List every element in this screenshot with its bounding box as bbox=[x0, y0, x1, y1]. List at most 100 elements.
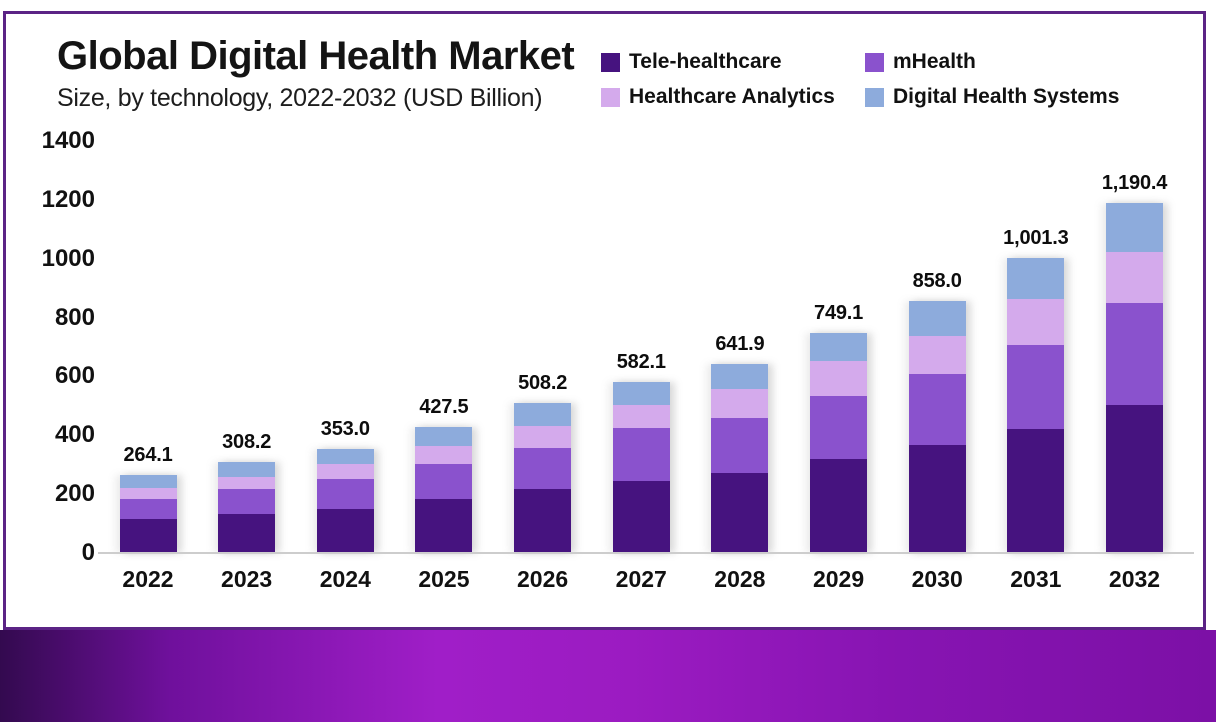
legend-label: mHealth bbox=[893, 50, 976, 73]
legend-label: Digital Health Systems bbox=[893, 85, 1120, 108]
x-axis-label: 2026 bbox=[517, 566, 569, 592]
bar-segment bbox=[316, 463, 374, 479]
stacked-bar-2023 bbox=[218, 462, 276, 553]
stacked-bar-2025 bbox=[415, 427, 473, 553]
bar-segment bbox=[218, 514, 276, 553]
bar-segment bbox=[711, 417, 769, 473]
x-axis-line bbox=[98, 552, 1194, 554]
chart-legend: Tele-healthcare mHealth Healthcare Analyti… bbox=[601, 50, 1119, 109]
x-axis-label: 2029 bbox=[812, 566, 865, 592]
bar-segment bbox=[908, 373, 966, 446]
stacked-bar-2028 bbox=[711, 364, 769, 553]
bar-segment bbox=[810, 361, 868, 396]
y-axis-tick-label: 1400 bbox=[41, 127, 95, 154]
bar-segment bbox=[316, 478, 374, 509]
legend-swatch bbox=[601, 52, 620, 72]
bar-total-label: 1,001.3 bbox=[1003, 227, 1069, 250]
stacked-bar-2032 bbox=[1106, 202, 1163, 553]
y-axis-tick-label: 800 bbox=[54, 303, 95, 331]
stacked-bar-2024 bbox=[316, 449, 374, 553]
bar-segment bbox=[415, 427, 473, 447]
legend-item: Tele-healthcare bbox=[601, 50, 865, 74]
stacked-bar-2030 bbox=[908, 300, 966, 553]
x-axis-label: 2032 bbox=[1108, 566, 1161, 592]
bar-total-label: 1,190.4 bbox=[1101, 171, 1168, 194]
bar-segment bbox=[1106, 202, 1163, 252]
bar-segment bbox=[810, 459, 868, 553]
bar-total-label: 582.1 bbox=[616, 350, 666, 373]
bar-segment bbox=[1106, 251, 1163, 303]
bar-segment bbox=[711, 364, 769, 390]
x-axis-label: 2027 bbox=[615, 566, 667, 592]
bar-segment bbox=[612, 480, 670, 553]
bar-total-label: 641.9 bbox=[715, 333, 765, 356]
bar-segment bbox=[612, 427, 670, 481]
bar-total-label: 427.5 bbox=[419, 396, 469, 419]
bar-segment bbox=[316, 508, 374, 553]
bar-total-label: 508.2 bbox=[518, 372, 568, 395]
y-axis-tick-label: 200 bbox=[54, 480, 95, 508]
page-subtitle: Size, by technology, 2022-2032 (USD Bill… bbox=[57, 84, 543, 112]
page-title: Global Digital Health Market bbox=[57, 34, 575, 78]
bar-segment bbox=[810, 332, 868, 362]
x-axis-label: 2025 bbox=[418, 566, 470, 592]
bar-total-label: 264.1 bbox=[123, 444, 173, 467]
legend-item: Healthcare Analytics bbox=[601, 85, 865, 109]
x-axis-label: 2028 bbox=[714, 566, 766, 592]
bar-segment bbox=[218, 462, 276, 477]
bar-total-label: 353.0 bbox=[320, 418, 370, 441]
bar-segment bbox=[1007, 344, 1065, 429]
y-axis-tick-label: 400 bbox=[54, 421, 95, 449]
legend-swatch bbox=[865, 87, 884, 107]
y-axis-tick-label: 0 bbox=[81, 539, 95, 566]
bar-total-label: 749.1 bbox=[814, 301, 864, 324]
legend-item: mHealth bbox=[865, 50, 1119, 74]
bar-segment bbox=[119, 519, 177, 553]
bar-segment bbox=[711, 472, 769, 553]
bar-segment bbox=[218, 476, 276, 489]
y-axis-tick-label: 600 bbox=[54, 362, 95, 390]
bar-segment bbox=[119, 487, 177, 500]
bar-segment bbox=[514, 447, 572, 489]
bar-segment bbox=[514, 425, 572, 448]
bar-segment bbox=[908, 336, 966, 374]
chart-frame bbox=[3, 11, 1206, 630]
legend-label: Healthcare Analytics bbox=[629, 85, 835, 108]
legend-item: Digital Health Systems bbox=[865, 85, 1119, 109]
legend-label: Tele-healthcare bbox=[629, 50, 782, 73]
bar-segment bbox=[612, 381, 670, 406]
legend-swatch bbox=[865, 52, 884, 72]
bar-segment bbox=[1007, 258, 1065, 300]
x-axis-label: 2031 bbox=[1010, 566, 1062, 592]
y-axis-tick-label: 1000 bbox=[41, 244, 95, 272]
bar-segment bbox=[1007, 428, 1065, 553]
bar-segment bbox=[119, 475, 177, 488]
x-axis-label: 2030 bbox=[911, 566, 963, 592]
bar-segment bbox=[415, 446, 473, 464]
bar-total-label: 858.0 bbox=[912, 269, 962, 292]
bar-segment bbox=[316, 449, 374, 464]
stacked-bar-2027 bbox=[612, 381, 670, 553]
stacked-bar-2022 bbox=[119, 475, 177, 553]
bar-segment bbox=[711, 389, 769, 418]
bar-segment bbox=[415, 499, 473, 553]
x-axis-label: 2024 bbox=[319, 566, 371, 592]
bar-segment bbox=[612, 405, 670, 428]
y-axis-tick-label: 1200 bbox=[41, 185, 95, 213]
legend-swatch bbox=[601, 87, 620, 107]
bar-segment bbox=[415, 463, 473, 500]
bar-segment bbox=[514, 488, 572, 553]
bar-segment bbox=[1106, 405, 1163, 553]
bar-segment bbox=[1007, 299, 1065, 345]
bar-total-label: 308.2 bbox=[222, 431, 272, 454]
bar-segment bbox=[514, 403, 572, 426]
bar-segment bbox=[810, 395, 868, 460]
footer-banner: The Market will Grow At the CAGR of: 16.… bbox=[0, 630, 1216, 722]
x-axis-label: 2023 bbox=[221, 566, 273, 592]
stacked-bar-2029 bbox=[810, 332, 868, 553]
bar-segment bbox=[119, 499, 177, 520]
stacked-bar-2031 bbox=[1007, 258, 1065, 553]
bar-segment bbox=[908, 300, 966, 337]
stacked-bar-2026 bbox=[514, 403, 572, 553]
